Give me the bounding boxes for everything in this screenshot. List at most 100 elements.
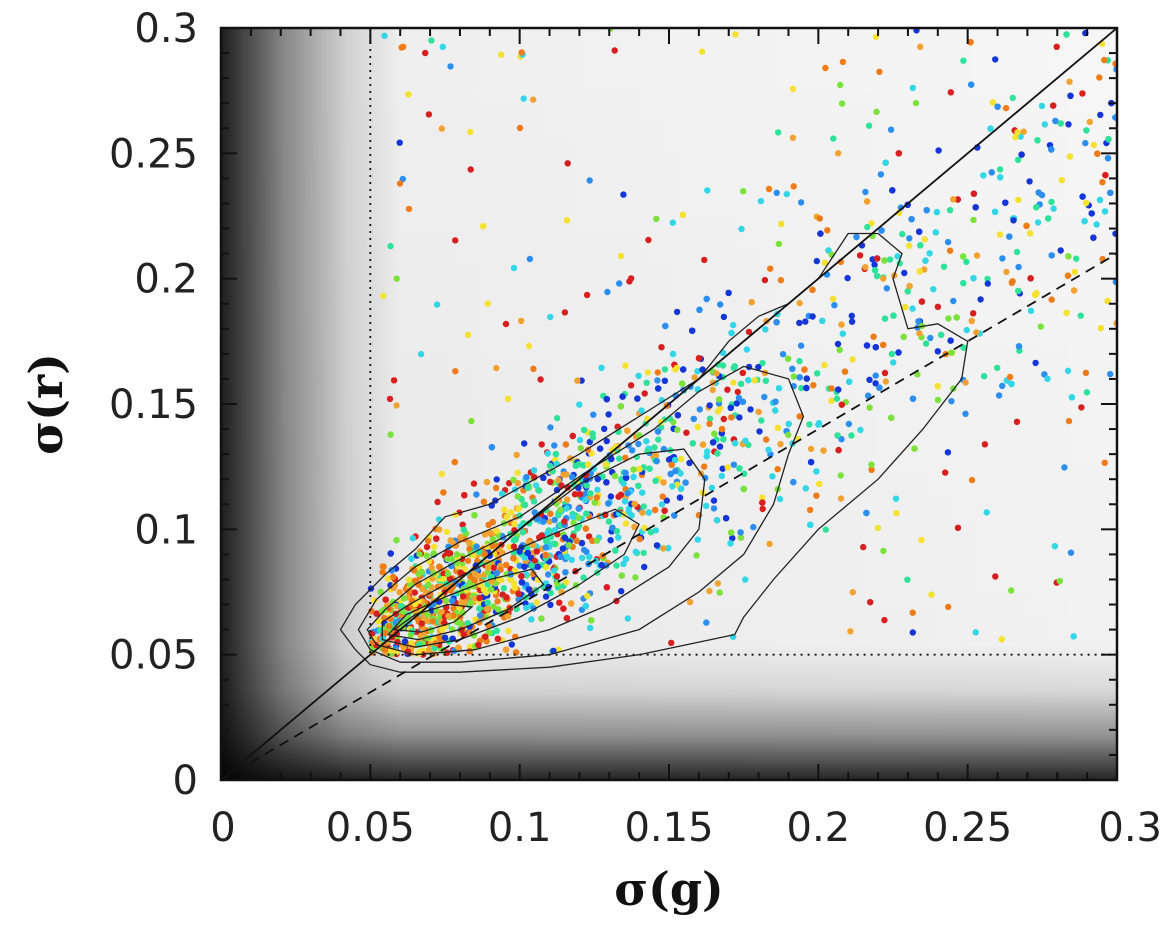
data-point — [555, 476, 562, 484]
y-tick-label: 0.25 — [109, 131, 198, 177]
data-point — [512, 536, 519, 543]
data-point — [828, 385, 835, 392]
data-point — [698, 48, 706, 55]
data-point — [561, 309, 569, 316]
data-point — [438, 609, 445, 616]
data-point — [652, 477, 659, 484]
data-point — [391, 582, 398, 589]
data-point — [948, 349, 955, 356]
data-point — [551, 567, 558, 574]
data-point — [882, 159, 889, 166]
data-point — [819, 317, 826, 324]
data-point — [947, 89, 954, 96]
data-point — [587, 490, 594, 497]
data-point — [492, 484, 500, 492]
data-point — [641, 390, 648, 397]
data-point — [872, 372, 879, 379]
data-point — [789, 134, 797, 141]
data-point — [390, 573, 397, 581]
data-point — [473, 543, 480, 550]
data-point — [467, 128, 474, 136]
data-point — [1066, 78, 1073, 85]
data-point — [878, 227, 885, 234]
data-point — [849, 356, 856, 363]
data-point — [471, 512, 478, 519]
data-point — [778, 220, 785, 228]
data-point — [556, 521, 564, 529]
data-point — [848, 318, 856, 325]
data-point — [1099, 179, 1106, 186]
data-point — [901, 269, 908, 277]
data-point — [530, 570, 537, 578]
data-point — [466, 648, 473, 655]
data-point — [686, 459, 693, 467]
data-point — [495, 606, 502, 613]
data-point — [629, 447, 636, 454]
data-point — [547, 601, 554, 608]
data-point — [831, 302, 838, 309]
data-point — [1090, 141, 1098, 149]
data-point — [635, 440, 642, 448]
data-point — [405, 91, 412, 98]
data-point — [796, 357, 803, 365]
data-point — [1107, 370, 1114, 378]
data-point — [797, 342, 805, 349]
data-point — [400, 43, 407, 50]
data-point — [895, 150, 902, 157]
data-point — [466, 629, 473, 637]
data-point — [1020, 128, 1027, 135]
data-point — [452, 368, 459, 375]
data-point — [1058, 177, 1066, 184]
data-point — [934, 383, 941, 390]
data-point — [521, 440, 528, 447]
data-point — [521, 554, 528, 561]
data-point — [774, 424, 782, 431]
data-point — [1014, 156, 1022, 164]
data-point — [641, 563, 648, 571]
data-point — [820, 447, 827, 454]
data-point — [815, 420, 823, 427]
data-point — [425, 647, 432, 654]
data-point — [467, 600, 474, 607]
data-point — [751, 377, 759, 384]
data-point — [562, 441, 570, 448]
data-point — [839, 58, 847, 66]
data-point — [841, 368, 849, 375]
data-point — [877, 171, 885, 178]
data-point — [1096, 74, 1103, 81]
data-point — [1094, 150, 1101, 157]
data-point — [1063, 31, 1070, 38]
data-point — [932, 229, 939, 236]
data-point — [493, 627, 500, 634]
data-point — [580, 426, 588, 434]
data-point — [737, 534, 745, 541]
data-point — [453, 551, 461, 558]
data-point — [446, 550, 453, 557]
data-point — [1008, 380, 1015, 388]
data-point — [708, 484, 716, 491]
data-point — [745, 328, 753, 336]
data-point — [716, 443, 724, 450]
data-point — [962, 410, 969, 417]
data-point — [563, 615, 571, 622]
data-point — [1082, 369, 1090, 376]
data-point — [583, 482, 590, 489]
data-point — [1015, 343, 1023, 350]
data-point — [617, 252, 625, 260]
data-point — [617, 403, 625, 410]
data-point — [658, 501, 666, 508]
data-point — [1003, 268, 1010, 276]
data-point — [482, 633, 489, 640]
data-point — [803, 375, 810, 382]
data-point — [1088, 210, 1095, 217]
data-point — [995, 392, 1003, 399]
data-point — [525, 586, 533, 593]
data-point — [653, 542, 661, 549]
data-point — [494, 635, 502, 642]
data-point — [970, 216, 977, 224]
data-point — [563, 217, 571, 224]
data-point — [607, 537, 614, 544]
data-point — [735, 394, 743, 402]
data-point — [689, 327, 696, 334]
data-point — [908, 216, 915, 223]
